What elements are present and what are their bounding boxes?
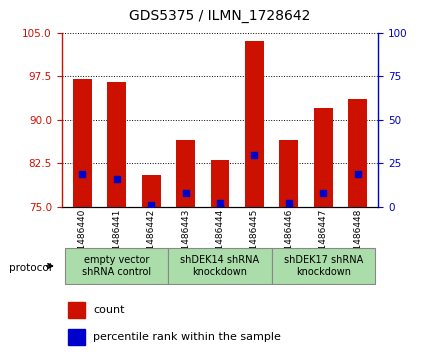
FancyBboxPatch shape bbox=[169, 248, 271, 284]
Point bbox=[182, 190, 189, 196]
Bar bbox=[348, 99, 367, 207]
Bar bbox=[314, 108, 333, 207]
Bar bbox=[176, 140, 195, 207]
FancyBboxPatch shape bbox=[271, 248, 375, 284]
Point bbox=[79, 171, 86, 177]
Text: GDS5375 / ILMN_1728642: GDS5375 / ILMN_1728642 bbox=[129, 9, 311, 23]
Bar bbox=[107, 82, 126, 207]
Text: shDEK14 shRNA
knockdown: shDEK14 shRNA knockdown bbox=[180, 255, 260, 277]
Text: protocol: protocol bbox=[9, 263, 51, 273]
Bar bbox=[142, 175, 161, 207]
Bar bbox=[68, 329, 85, 345]
Point bbox=[354, 171, 361, 177]
FancyBboxPatch shape bbox=[65, 248, 169, 284]
Bar bbox=[279, 140, 298, 207]
Text: count: count bbox=[93, 305, 125, 315]
Point bbox=[216, 200, 224, 206]
Point bbox=[320, 190, 327, 196]
Text: shDEK17 shRNA
knockdown: shDEK17 shRNA knockdown bbox=[284, 255, 363, 277]
Point bbox=[286, 200, 293, 206]
Bar bbox=[68, 302, 85, 318]
Point bbox=[147, 202, 154, 208]
Text: empty vector
shRNA control: empty vector shRNA control bbox=[82, 255, 151, 277]
Point bbox=[113, 176, 120, 182]
Bar bbox=[73, 79, 92, 207]
Bar bbox=[210, 160, 230, 207]
Point bbox=[251, 152, 258, 158]
Bar bbox=[245, 41, 264, 207]
Text: percentile rank within the sample: percentile rank within the sample bbox=[93, 332, 281, 342]
